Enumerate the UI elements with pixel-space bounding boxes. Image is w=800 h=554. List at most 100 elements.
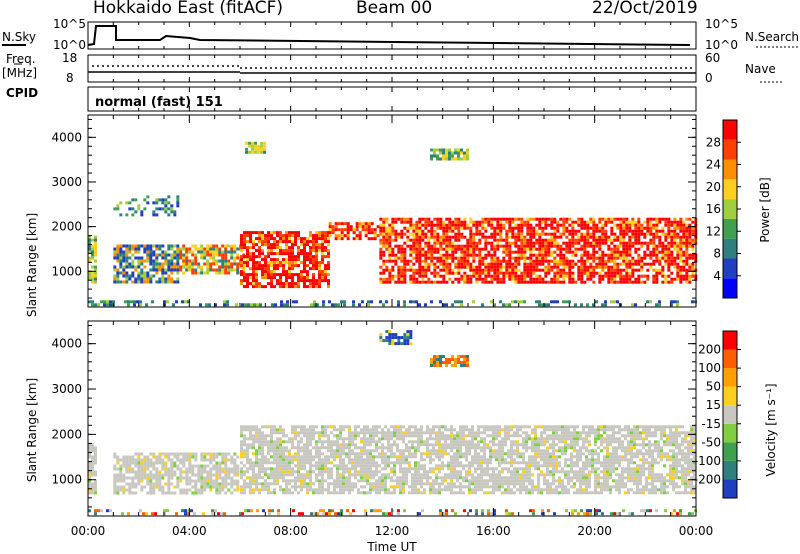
data-cell xyxy=(283,303,286,307)
data-cell xyxy=(355,228,359,232)
data-cell xyxy=(303,237,306,241)
data-cell xyxy=(451,241,455,245)
data-cell xyxy=(679,229,683,233)
data-cell xyxy=(387,458,390,462)
data-cell xyxy=(658,300,661,304)
data-cell xyxy=(191,253,195,257)
data-cell xyxy=(667,265,671,269)
data-cell xyxy=(574,250,578,254)
data-cell xyxy=(616,235,620,239)
data-cell xyxy=(351,482,354,486)
data-cell xyxy=(640,229,644,233)
data-cell xyxy=(88,491,91,495)
data-cell xyxy=(433,265,437,269)
data-cell xyxy=(209,473,213,477)
data-cell xyxy=(664,253,668,257)
data-cell xyxy=(424,232,428,236)
data-cell xyxy=(379,232,383,236)
data-cell xyxy=(468,485,471,489)
data-cell xyxy=(143,274,147,278)
data-cell xyxy=(167,253,171,257)
data-cell xyxy=(241,303,244,307)
data-cell xyxy=(361,228,365,232)
data-cell xyxy=(240,491,243,495)
data-cell xyxy=(366,440,369,444)
data-cell xyxy=(303,285,306,289)
data-cell xyxy=(523,271,527,275)
data-cell xyxy=(474,467,477,471)
data-cell xyxy=(568,277,572,281)
data-cell xyxy=(294,479,297,483)
data-cell xyxy=(435,473,438,477)
data-cell xyxy=(514,280,518,284)
data-cell xyxy=(471,479,474,483)
data-cell xyxy=(480,461,483,465)
data-cell xyxy=(209,247,213,251)
data-cell xyxy=(622,226,626,230)
data-cell xyxy=(486,434,489,438)
data-cell xyxy=(318,249,321,253)
data-cell xyxy=(140,280,144,284)
data-cell xyxy=(249,479,252,483)
data-cell xyxy=(595,300,598,304)
data-cell xyxy=(490,280,494,284)
data-cell xyxy=(601,241,605,245)
data-cell xyxy=(255,255,258,259)
data-cell xyxy=(454,250,458,254)
data-cell xyxy=(194,268,198,272)
data-cell xyxy=(94,458,97,462)
data-cell xyxy=(445,226,449,230)
data-cell xyxy=(646,253,650,257)
data-cell xyxy=(474,488,477,492)
data-cell xyxy=(257,150,261,154)
data-cell xyxy=(529,253,533,257)
data-cell xyxy=(418,250,422,254)
data-cell xyxy=(119,464,123,468)
data-cell xyxy=(146,274,150,278)
data-cell xyxy=(649,265,653,269)
data-cell xyxy=(348,458,351,462)
data-cell xyxy=(481,259,485,263)
data-cell xyxy=(418,268,422,272)
data-cell xyxy=(236,464,240,468)
data-cell xyxy=(468,449,471,453)
data-cell xyxy=(161,201,165,205)
data-cell xyxy=(625,259,629,263)
data-cell xyxy=(279,246,282,250)
data-cell xyxy=(658,238,662,242)
data-cell xyxy=(149,476,153,480)
data-cell xyxy=(276,234,279,238)
data-cell xyxy=(541,259,545,263)
data-cell xyxy=(387,440,390,444)
data-cell xyxy=(221,476,225,480)
data-cell xyxy=(224,256,228,260)
data-cell xyxy=(553,241,557,245)
data-cell xyxy=(459,485,462,489)
data-cell xyxy=(490,235,494,239)
data-cell xyxy=(400,265,404,269)
data-cell xyxy=(363,443,366,447)
data-cell xyxy=(640,223,644,227)
data-cell xyxy=(143,470,147,474)
data-cell xyxy=(264,461,267,465)
data-cell xyxy=(134,250,138,254)
data-cell xyxy=(408,461,411,465)
data-cell xyxy=(173,213,177,217)
data-cell xyxy=(378,482,381,486)
data-cell xyxy=(450,482,453,486)
data-cell xyxy=(414,482,417,486)
data-cell xyxy=(427,265,431,269)
data-cell xyxy=(357,446,360,450)
data-cell xyxy=(453,467,456,471)
data-cell xyxy=(592,256,596,260)
data-cell xyxy=(209,476,213,480)
nsearch-tick-bottom: 10^0 xyxy=(705,38,738,52)
data-cell xyxy=(520,235,524,239)
data-cell xyxy=(523,268,527,272)
data-cell xyxy=(441,434,444,438)
data-cell xyxy=(367,222,371,226)
data-cell xyxy=(456,479,459,483)
data-cell xyxy=(306,488,309,492)
data-cell xyxy=(366,458,369,462)
data-cell xyxy=(418,220,422,224)
